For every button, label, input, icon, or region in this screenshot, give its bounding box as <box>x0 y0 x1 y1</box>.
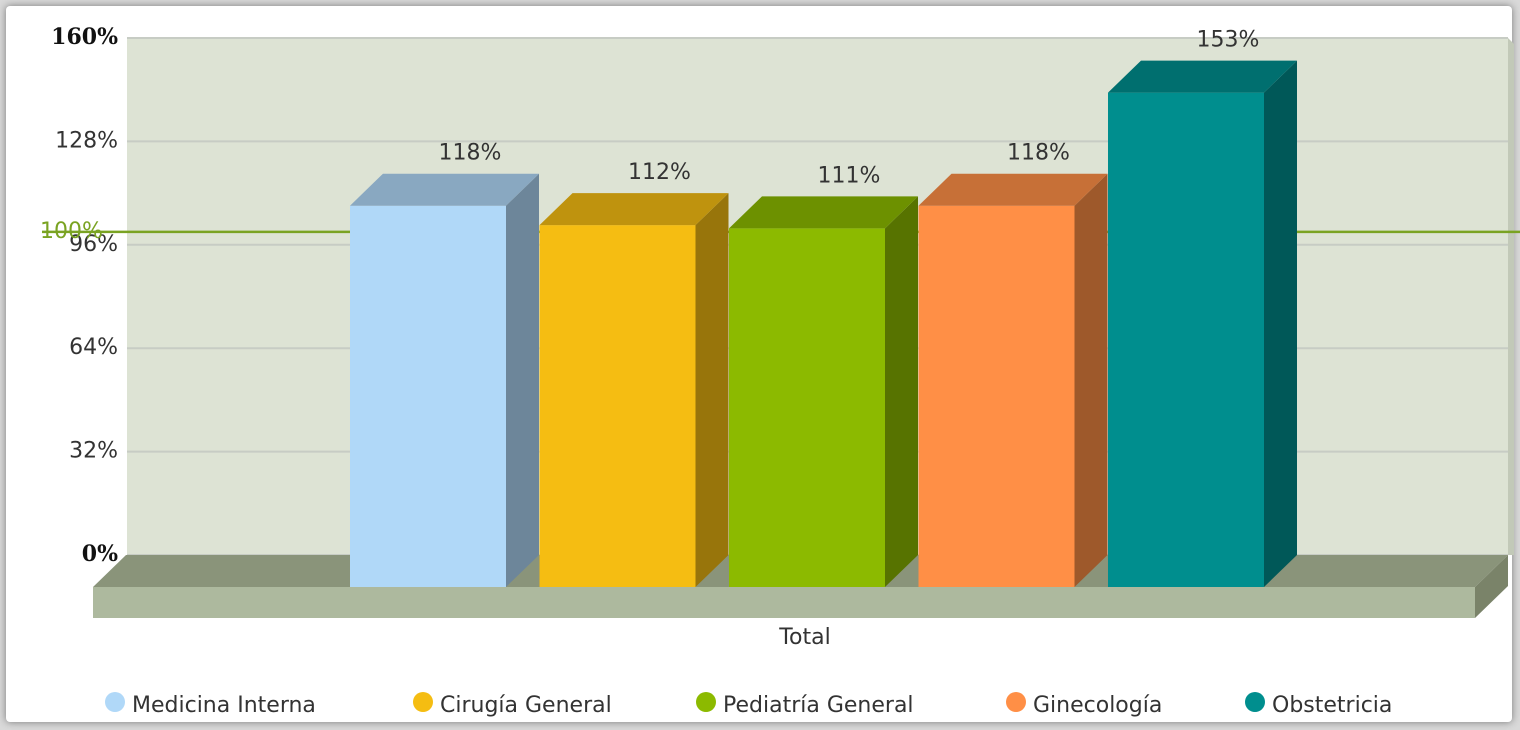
reference-label: 100% <box>40 219 103 244</box>
legend-marker <box>413 692 433 712</box>
legend-label: Obstetricia <box>1272 693 1392 718</box>
bar-side <box>506 173 539 587</box>
bar-front <box>729 228 885 588</box>
bar-side <box>695 193 729 587</box>
y-tick-label: 32% <box>69 439 118 464</box>
legend-marker <box>1006 692 1026 712</box>
floor-side <box>1475 555 1508 618</box>
y-tick-label: 0% <box>82 541 118 567</box>
legend-marker <box>696 692 716 712</box>
value-label: 118% <box>439 141 502 166</box>
bar <box>729 196 918 588</box>
bar <box>918 173 1108 587</box>
floor-front <box>93 587 1475 618</box>
bar-front <box>1108 92 1264 588</box>
legend-label: Medicina Interna <box>132 693 316 718</box>
bar <box>350 173 539 587</box>
legend-label: Ginecología <box>1033 693 1162 718</box>
value-label: 153% <box>1197 28 1260 53</box>
bar-side <box>1074 173 1108 587</box>
y-tick-label: 160% <box>51 24 118 50</box>
bar-front <box>918 205 1075 587</box>
bar <box>1108 60 1297 588</box>
legend-marker <box>105 692 125 712</box>
bar-front <box>350 205 506 587</box>
bar-side <box>885 196 918 588</box>
bar-top <box>350 173 539 206</box>
bar <box>539 193 729 587</box>
x-tick-label: Total <box>778 625 830 650</box>
wall-side <box>1508 38 1514 555</box>
value-label: 112% <box>628 160 691 185</box>
legend-marker <box>1245 692 1265 712</box>
bar-side <box>1264 60 1297 587</box>
bar-top <box>918 173 1108 206</box>
legend-label: Pediatría General <box>723 693 914 718</box>
y-tick-label: 128% <box>55 128 118 153</box>
value-label: 118% <box>1007 141 1070 166</box>
value-label: 111% <box>818 163 881 188</box>
y-tick-label: 64% <box>69 335 118 360</box>
bar-top <box>539 193 729 226</box>
legend-label: Cirugía General <box>440 693 612 718</box>
bar-front <box>539 225 696 587</box>
bar-top <box>729 196 918 229</box>
bar-top <box>1108 60 1297 93</box>
y-tick-label: 96% <box>69 232 118 257</box>
